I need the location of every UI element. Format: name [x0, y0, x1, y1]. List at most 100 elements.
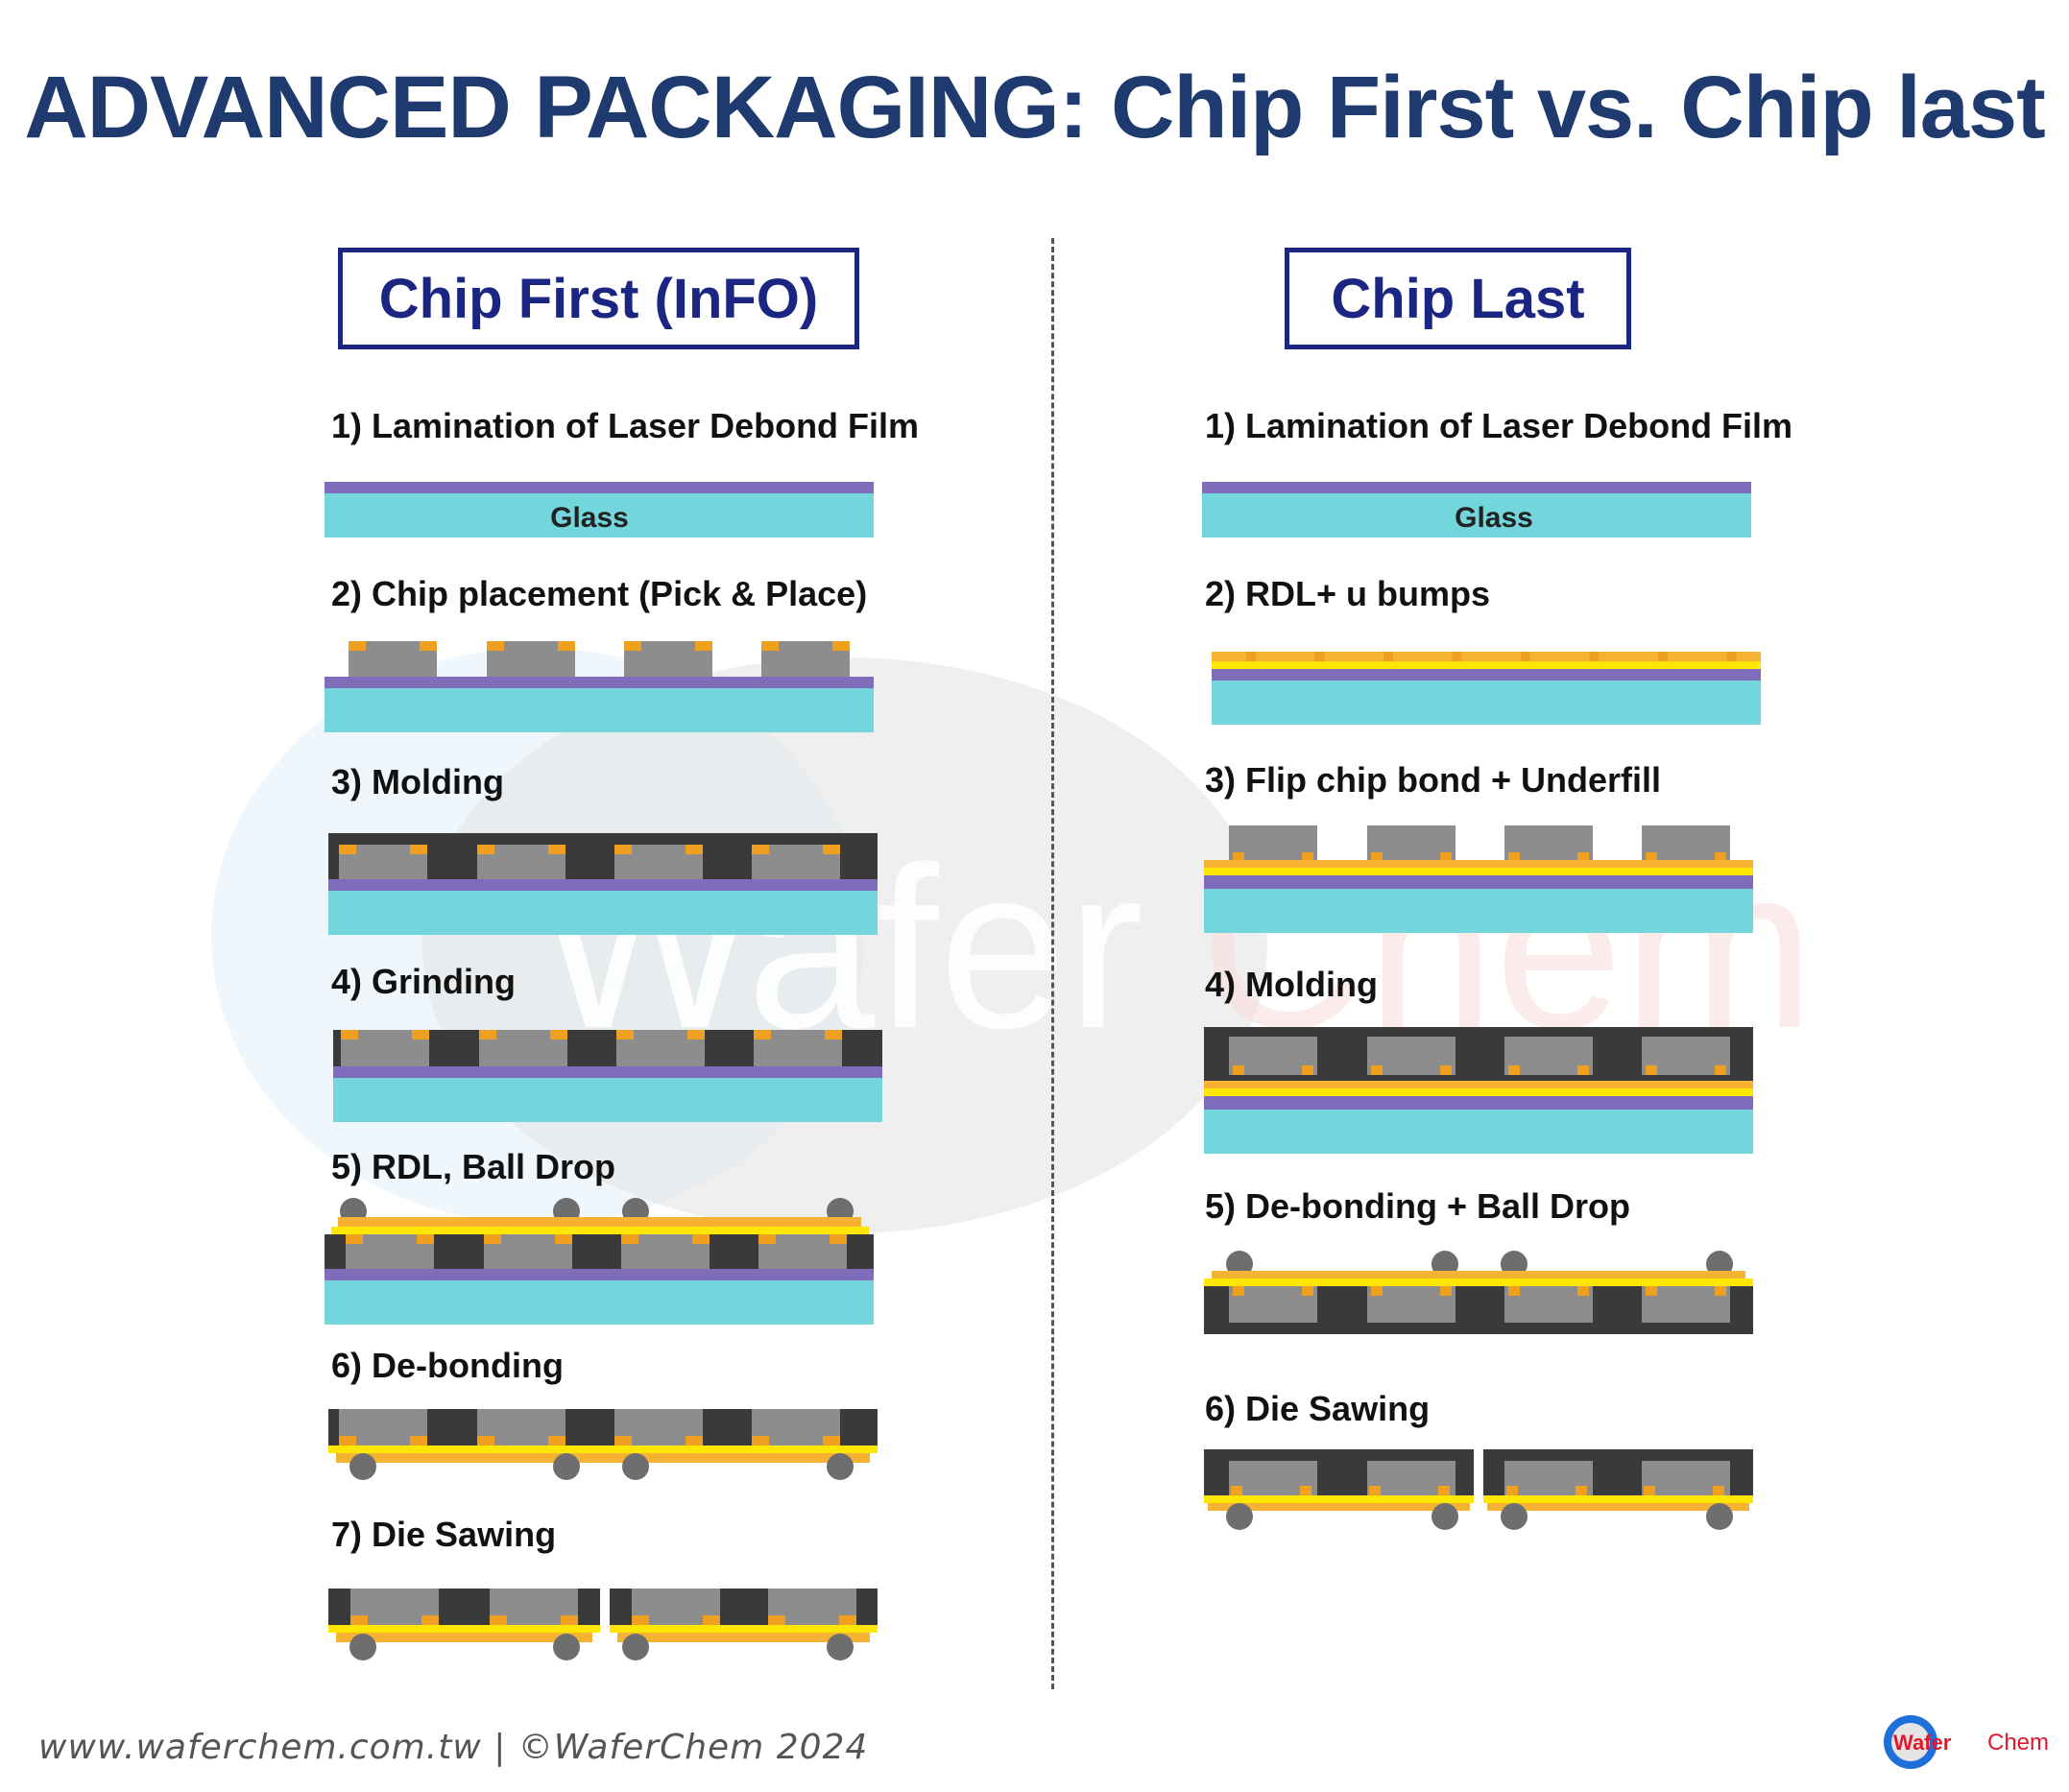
pad [1508, 852, 1520, 862]
right-step-3-label: 3) Flip chip bond + Underfill [1205, 760, 1661, 800]
pad [410, 845, 427, 854]
pad [761, 641, 779, 651]
solder-ball [1706, 1503, 1733, 1530]
pad [686, 845, 703, 854]
right-step-1-label: 1) Lamination of Laser Debond Film [1205, 406, 1793, 445]
pad [758, 1234, 776, 1244]
waferchem-logo: Wafer Chem [1884, 1715, 2049, 1769]
rdl-layer [336, 1633, 592, 1642]
left-step-2-diagram [325, 641, 874, 732]
pad [1646, 1286, 1657, 1296]
pad [1302, 1065, 1313, 1075]
pad [1440, 1286, 1452, 1296]
left-step-4-label: 4) Grinding [331, 962, 516, 1001]
pad [1576, 1486, 1587, 1495]
rdl-layer [1208, 1503, 1470, 1511]
pad [752, 1436, 769, 1446]
pad [1713, 1486, 1724, 1495]
logo-text-chem: Chem [1987, 1730, 2049, 1756]
pad [686, 1436, 703, 1446]
pad [484, 1234, 501, 1244]
pad [479, 1030, 496, 1039]
underfill [1204, 1081, 1753, 1088]
left-step-5-diagram [325, 1198, 874, 1325]
solder-ball [1226, 1503, 1253, 1530]
pad [550, 1030, 567, 1039]
right-step-4-label: 4) Molding [1205, 965, 1378, 1004]
rdl-layer [1212, 661, 1761, 669]
rdl-layer [1487, 1503, 1749, 1511]
rdl-layer [1204, 868, 1753, 875]
pad [1508, 1286, 1520, 1296]
pad [703, 1615, 720, 1625]
underfill [1204, 860, 1753, 868]
pad [558, 641, 575, 651]
pad [420, 641, 437, 651]
solder-ball [553, 1634, 580, 1661]
left-step-5-label: 5) RDL, Ball Drop [331, 1147, 616, 1186]
pad [1715, 1065, 1726, 1075]
page-title: ADVANCED PACKAGING: Chip First vs. Chip … [24, 59, 2046, 156]
left-step-7-diagram [328, 1589, 878, 1661]
pad [346, 1234, 363, 1244]
pad [349, 641, 366, 651]
pad [616, 1030, 634, 1039]
solder-ball [622, 1453, 649, 1480]
pad [832, 641, 850, 651]
rdl-layer [328, 1446, 878, 1453]
left-step-7-label: 7) Die Sawing [331, 1515, 557, 1554]
right-step-5-label: 5) De-bonding + Ball Drop [1205, 1186, 1631, 1226]
solder-ball [1501, 1503, 1528, 1530]
right-step-4-diagram [1204, 1027, 1753, 1154]
solder-ball [622, 1634, 649, 1661]
pad [1302, 852, 1313, 862]
right-step-2-diagram [1212, 652, 1761, 725]
rdl-layer [338, 1217, 861, 1227]
right-step-6-diagram [1204, 1449, 1753, 1530]
pad [1300, 1486, 1311, 1495]
micro-bump [1383, 652, 1393, 661]
solder-ball [827, 1453, 854, 1480]
pad [614, 845, 632, 854]
right-glass-label: Glass [1455, 502, 1533, 534]
pad [1233, 1286, 1244, 1296]
pad [477, 845, 494, 854]
pad [1371, 1286, 1383, 1296]
pad [1233, 1065, 1244, 1075]
pad [1506, 1486, 1518, 1495]
micro-bump [1246, 652, 1256, 661]
pad [1438, 1486, 1450, 1495]
pad [624, 641, 641, 651]
pad [421, 1615, 439, 1625]
pad [548, 845, 565, 854]
pad [1577, 852, 1589, 862]
solder-ball [827, 1634, 854, 1661]
right-step-2-label: 2) RDL+ u bumps [1205, 574, 1491, 613]
pad [561, 1615, 578, 1625]
left-step-2-label: 2) Chip placement (Pick & Place) [331, 574, 868, 613]
pad [687, 1030, 705, 1039]
rdl-layer [336, 1453, 870, 1463]
pad [1646, 1065, 1657, 1075]
pad [490, 1615, 507, 1625]
solder-ball [349, 1453, 376, 1480]
heading-chip-first: Chip First (InFO) [338, 248, 859, 349]
pad [695, 641, 712, 651]
pad [614, 1436, 632, 1446]
pad [412, 1030, 429, 1039]
pad [1231, 1486, 1242, 1495]
pad [692, 1234, 710, 1244]
rdl-layer [1204, 1088, 1753, 1096]
micro-bump [1726, 652, 1737, 661]
pad [1440, 1065, 1452, 1075]
pad [823, 1436, 840, 1446]
pad [341, 1030, 358, 1039]
pad [839, 1615, 856, 1625]
rdl-layer [1212, 652, 1761, 661]
right-step-1-diagram: Glass [1202, 482, 1751, 538]
pad [339, 845, 356, 854]
rdl-layer [331, 1227, 869, 1234]
left-step-6-label: 6) De-bonding [331, 1346, 564, 1385]
pad [1369, 1486, 1381, 1495]
